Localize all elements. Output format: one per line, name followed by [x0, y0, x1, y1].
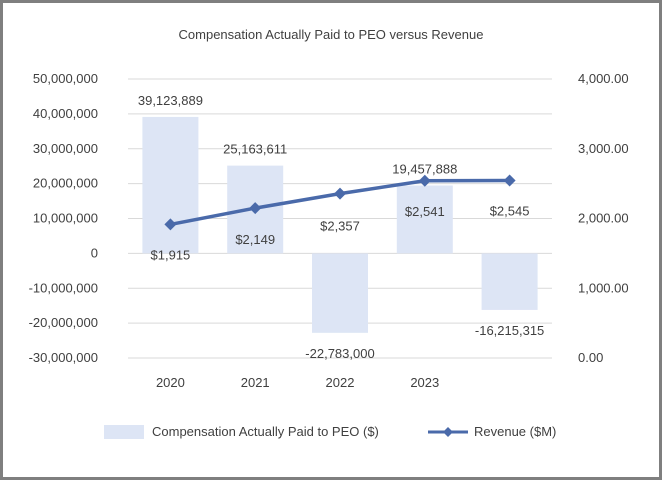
legend-bar-swatch — [104, 424, 144, 439]
revenue-data-label: $2,357 — [320, 219, 360, 234]
revenue-data-label: $1,915 — [151, 247, 191, 262]
legend-compensation-label: Compensation Actually Paid to PEO ($) — [152, 424, 379, 439]
legend-item-compensation: Compensation Actually Paid to PEO ($) — [104, 424, 379, 439]
left-tick-label: 0 — [91, 245, 98, 260]
x-tick-label: 2023 — [410, 375, 439, 390]
right-tick-label: 3,000.00 — [578, 141, 629, 156]
bar — [142, 116, 199, 254]
revenue-data-label: $2,149 — [235, 232, 275, 247]
left-tick-label: 50,000,000 — [33, 71, 98, 86]
revenue-marker — [503, 174, 516, 187]
left-tick-label: 10,000,000 — [33, 211, 98, 226]
right-tick-label: 2,000.00 — [578, 211, 629, 226]
chart-title: Compensation Actually Paid to PEO versus… — [178, 27, 484, 42]
legend-revenue-label: Revenue ($M) — [474, 424, 557, 439]
bar-data-label: -22,783,000 — [305, 346, 374, 361]
legend-line-swatch — [428, 426, 468, 437]
x-tick-label: 2020 — [156, 375, 185, 390]
bar-data-label: 19,457,888 — [392, 162, 457, 177]
left-tick-label: -10,000,000 — [29, 280, 98, 295]
revenue-marker — [164, 218, 177, 231]
x-tick-label: 2022 — [326, 375, 355, 390]
bar — [396, 185, 453, 254]
revenue-data-label: $2,545 — [490, 203, 530, 218]
bar-data-label: 39,123,889 — [138, 93, 203, 108]
bar — [481, 253, 538, 310]
right-tick-label: 4,000.00 — [578, 71, 629, 86]
revenue-marker — [418, 174, 431, 187]
left-tick-label: 40,000,000 — [33, 106, 98, 121]
left-tick-label: 30,000,000 — [33, 141, 98, 156]
bar-data-label: 25,163,611 — [223, 142, 287, 157]
bar — [312, 253, 368, 333]
left-tick-label: -30,000,000 — [29, 350, 98, 365]
x-tick-label: 2021 — [241, 375, 270, 390]
left-tick-label: 20,000,000 — [33, 176, 98, 191]
revenue-data-label: $2,541 — [405, 204, 445, 219]
right-tick-label: 1,000.00 — [578, 280, 629, 295]
legend-item-revenue: Revenue ($M) — [428, 424, 556, 439]
revenue-marker — [249, 202, 262, 215]
left-tick-label: -20,000,000 — [29, 315, 98, 330]
revenue-marker — [334, 187, 346, 200]
right-tick-label: 0.00 — [578, 350, 603, 365]
bar-data-label: -16,215,315 — [475, 323, 544, 338]
